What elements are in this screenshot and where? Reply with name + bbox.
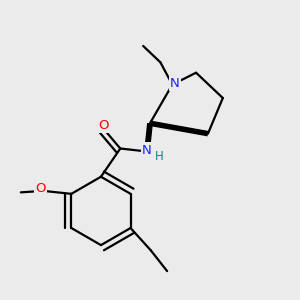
Text: O: O: [99, 119, 109, 132]
Text: N: N: [142, 143, 152, 157]
Text: O: O: [35, 182, 46, 195]
Text: N: N: [170, 76, 179, 90]
Text: H: H: [155, 150, 164, 163]
